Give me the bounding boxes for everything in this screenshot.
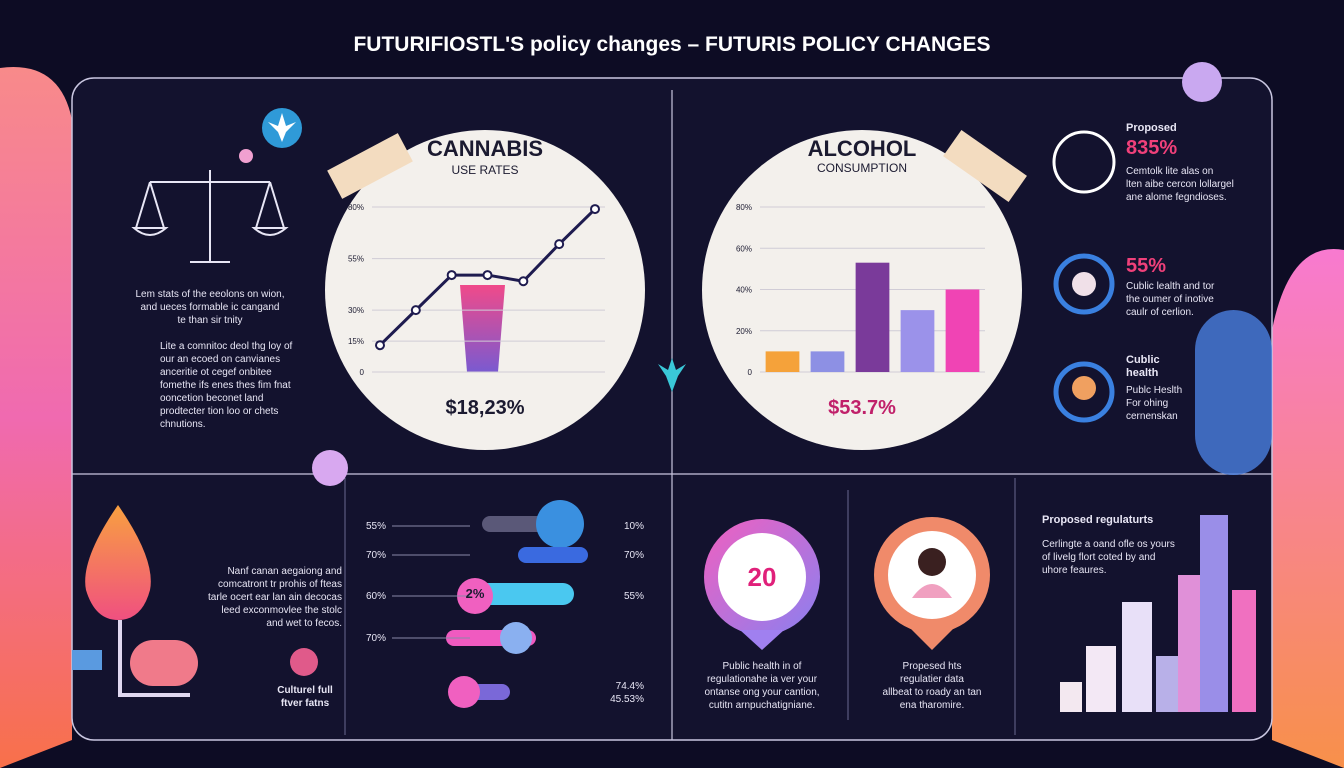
- paragraph: Lem stats of the eeolons on wion, and ue…: [135, 289, 285, 326]
- pill: [518, 547, 588, 563]
- point: [375, 340, 385, 351]
- pill-label: 70%: [623, 550, 644, 561]
- paragraph: Cemtolk lite alas on lten aibe cercon lo…: [1126, 166, 1234, 203]
- bar: [945, 289, 980, 372]
- y-tick-label: 0: [748, 368, 753, 377]
- y-tick-label: 20%: [736, 327, 752, 336]
- drop-icon: [85, 505, 151, 620]
- donut: [740, 630, 784, 650]
- pill-label: 55%: [365, 521, 386, 532]
- pill-label: 70%: [365, 633, 386, 644]
- bar: [810, 351, 845, 372]
- paragraph: Cublic lealth and tor the oumer of inoti…: [1126, 281, 1215, 318]
- pill-label: 70%: [365, 550, 386, 561]
- donut: [718, 533, 806, 621]
- person-icon: [918, 548, 946, 576]
- right-decoration: [1272, 249, 1344, 768]
- paragraph: Publc Heslth For ohing cernenskan: [1126, 385, 1183, 422]
- left-decoration: [0, 67, 72, 768]
- side-shape: [1195, 310, 1272, 475]
- chart-title: CANNABIS: [426, 136, 544, 161]
- bubble: [239, 149, 253, 163]
- y-tick-label: 80%: [348, 203, 364, 212]
- chart-subtitle: USE RATES: [451, 163, 519, 177]
- page-title: FUTURIFIOSTL'S policy changes – FUTURIS …: [353, 33, 991, 56]
- leaf-icon: [658, 358, 686, 392]
- pill-label: 10%: [623, 521, 644, 532]
- paragraph: Lite a comnitoc deol thg loy of our an e…: [160, 341, 293, 430]
- chart-title: ALCOHOL: [807, 136, 917, 161]
- pill: [457, 578, 493, 614]
- point: [446, 270, 457, 281]
- label: Cublic health: [1126, 354, 1160, 379]
- y-tick-label: 55%: [348, 255, 364, 264]
- y-tick-label: 15%: [348, 337, 364, 346]
- person-icon: [1072, 272, 1096, 296]
- paragraph: Propesed hts regulatier data allbeat to …: [882, 661, 982, 711]
- person-icon: [1072, 376, 1096, 400]
- leaf-icon: [536, 500, 584, 548]
- label: Proposed: [1126, 122, 1177, 134]
- pipe: [130, 640, 198, 686]
- bar: [900, 310, 935, 372]
- paragraph: Public health in of regulationahe ia ver…: [704, 661, 820, 711]
- person-icon: [1052, 130, 1116, 194]
- home-icon: [448, 676, 480, 708]
- chart-subtitle: CONSUMPTION: [817, 161, 907, 175]
- bar: [855, 262, 890, 372]
- point: [554, 239, 565, 250]
- pill-label: 74.4% 45.53%: [610, 681, 644, 705]
- bubble: [312, 450, 348, 486]
- person-icon: [912, 584, 952, 598]
- caption: Culturel full ftver fatns: [277, 685, 333, 709]
- leaf-icon: [268, 113, 296, 142]
- y-tick-label: 40%: [736, 286, 752, 295]
- badge: [910, 628, 954, 650]
- tape: [327, 133, 413, 199]
- point: [590, 204, 600, 215]
- pill: [500, 622, 532, 654]
- pill-label: 55%: [623, 591, 644, 602]
- person-icon: [1053, 361, 1115, 423]
- stat-value: 55%: [1126, 255, 1167, 277]
- bar: [765, 351, 800, 372]
- paragraph: Nanf canan aegaiong and comcatront tr pr…: [208, 566, 342, 629]
- bubble: [1182, 62, 1222, 102]
- paragraph: Cerlingte a oand ofle os yours of livelg…: [1042, 539, 1175, 576]
- y-tick-label: 0: [360, 368, 365, 377]
- total-value: $18,23%: [445, 397, 525, 419]
- point: [482, 270, 493, 281]
- building-bars: [1060, 515, 1256, 712]
- pipe: [72, 650, 102, 670]
- section-title: Proposed regulaturts: [1042, 514, 1154, 526]
- point: [410, 305, 421, 316]
- y-tick-label: 30%: [348, 306, 364, 315]
- globe-icon: [290, 648, 318, 676]
- tape: [943, 129, 1027, 203]
- y-tick-label: 80%: [736, 203, 752, 212]
- total-value: $53.7%: [828, 397, 896, 419]
- stat-value: 835%: [1126, 137, 1178, 159]
- donut-value: 20: [747, 562, 777, 592]
- tag: 2%: [465, 586, 485, 601]
- scale-icon: [131, 170, 289, 263]
- pipe: [118, 620, 190, 697]
- glass-icon: [460, 285, 505, 372]
- y-tick-label: 60%: [736, 244, 752, 253]
- pill-label: 60%: [365, 591, 386, 602]
- point: [518, 276, 529, 287]
- person-icon: [1053, 253, 1115, 315]
